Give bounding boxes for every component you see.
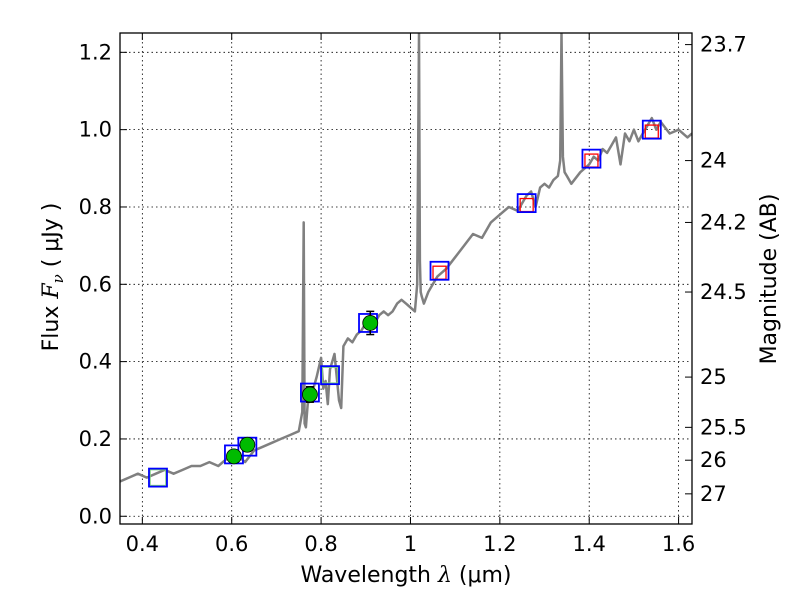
y-tick-label: 0.6 [79,272,112,296]
magnitude-tick-label: 24 [700,149,727,173]
grid-lines [120,33,692,524]
y-tick-label: 1.0 [79,118,112,142]
magnitude-tick-label: 25.5 [700,415,747,439]
light-green-square-marker [149,468,167,487]
x-tick-label: 0.8 [304,532,337,556]
y-tick-label: 0.0 [79,504,112,528]
magnitude-axis-label: Magnitude (AB) [757,194,782,365]
marker-layer [148,119,662,488]
y-tick-label: 0.4 [79,350,112,374]
green-circle-marker [362,315,379,331]
x-tick-label: 0.4 [126,532,159,556]
tick-layer: 0.4 0.6 0.8 1 1.2 1.4 1.6 0.0 0.2 0.4 0.6 0.8 1.0 1.2… [79,33,747,556]
magnitude-tick-label: 23.7 [700,33,747,57]
y-axis-label-subscript: ν [49,274,67,283]
green-circle-marker [226,448,242,465]
y-tick-label: 0.8 [79,195,112,219]
x-axis-label: Wavelength λ (μm) [300,563,511,588]
magnitude-tick-label: 26 [700,448,727,472]
x-tick-label: 1.2 [483,532,516,556]
x-axis-label-unit: (μm) [452,563,512,588]
x-tick-label: 1 [404,532,417,556]
y-axis-label-unit: ( μJy ) [39,203,64,275]
blue-square-marker [429,260,450,281]
blue-square-marker [516,193,537,214]
green-circle-marker [239,436,256,453]
x-tick-label: 1.4 [573,532,606,556]
blue-square-marker [148,467,168,488]
x-tick-label: 1.6 [662,532,695,556]
green-circle-marker [302,386,318,403]
magnitude-tick-label: 24.2 [700,210,747,234]
x-axis-label-prefix: Wavelength [300,563,438,588]
magnitude-tick-label: 24.5 [700,280,747,304]
y-tick-label: 1.2 [79,40,112,64]
magnitude-tick-label: 25 [700,365,727,389]
x-tick-label: 0.6 [215,532,248,556]
x-axis-label-symbol: λ [437,563,452,588]
blue-square-marker [581,148,602,169]
blue-square-marker [641,119,662,140]
plot-frame [119,32,693,525]
y-tick-label: 0.2 [79,427,112,451]
y-axis-label: Flux Fν ( μJy ) [39,203,67,352]
light-green-square-marker [321,366,339,384]
y-axis-label-prefix: Flux [39,299,64,352]
blue-square-marker [320,365,340,386]
y-axis-label-symbol: F [39,283,64,300]
magnitude-tick-label: 27 [700,482,727,506]
